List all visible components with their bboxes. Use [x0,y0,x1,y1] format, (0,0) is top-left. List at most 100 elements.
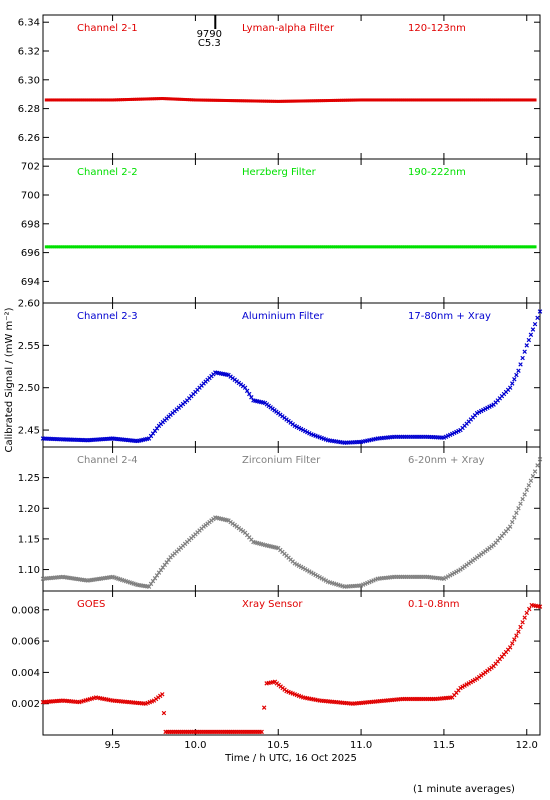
data-point [93,98,97,102]
data-point [329,98,333,102]
data-point [503,245,507,249]
data-point [101,98,105,102]
data-point [369,245,373,249]
series-channel-2-3 [40,309,543,445]
data-point [264,99,268,103]
data-point [402,98,406,102]
data-point [154,97,158,101]
data-point [162,97,166,101]
data-point [113,245,117,249]
data-point [258,99,262,103]
data-point [86,245,90,249]
data-point [160,97,164,101]
data-point [391,98,395,102]
data-point [255,245,259,249]
data-point [440,245,444,249]
panel-channel-2-2: 694 696 698 700 702 Channel 2-2 Herzberg Filte… [21,158,541,304]
data-point [292,245,296,249]
data-point [184,98,188,102]
data-point [296,245,300,249]
data-point [156,97,160,101]
y-tick-label: 2.50 [18,383,40,394]
y-tick-label: 2.55 [18,341,40,352]
y-tick-label: 0.004 [11,668,40,679]
data-point [95,245,99,249]
data-point [512,637,517,642]
data-point [328,99,332,103]
data-point [516,629,521,634]
data-point [52,245,56,249]
data-point [142,245,146,249]
data-point [207,245,211,249]
data-point [314,245,318,249]
data-point [341,245,345,249]
data-point [138,97,142,101]
data-point [132,97,136,101]
data-point [136,245,140,249]
data-point [466,98,470,102]
data-point [373,245,377,249]
data-point [520,620,525,625]
data-point [180,245,184,249]
data-point [62,245,66,249]
data-point [306,99,310,103]
data-point [56,98,60,102]
data-point [261,705,267,710]
data-point [268,99,272,103]
data-point [434,98,438,102]
panel-frame [42,158,541,304]
data-point [66,245,70,249]
data-point [115,98,119,102]
data-point [105,245,109,249]
data-point [522,492,527,497]
data-point [383,245,387,249]
event-marker: 9790 C5.3 [197,15,222,49]
data-point [225,245,229,249]
data-point [233,245,237,249]
data-point [97,98,101,102]
data-point [166,245,170,249]
data-point [355,245,359,249]
data-point [528,478,534,483]
data-point [397,245,401,249]
data-point [505,245,509,249]
data-point [262,99,266,103]
data-point [294,99,298,103]
data-point [258,245,262,249]
data-point [219,245,223,249]
data-point [399,245,403,249]
data-point [44,98,48,102]
data-point [424,98,428,102]
x-tick-label: 9.5 [105,740,121,751]
data-point [312,99,316,103]
data-point [516,368,521,373]
data-point [288,99,292,103]
data-point [331,245,335,249]
data-point [105,98,109,102]
data-point [111,245,115,249]
data-point [526,483,532,488]
y-tick-label: 6.28 [18,104,40,115]
data-point [389,245,393,249]
data-point [316,245,320,249]
data-point [454,245,458,249]
data-point [507,645,513,650]
data-point [90,245,94,249]
data-point [367,98,371,102]
data-point [426,98,430,102]
data-point [428,98,432,102]
data-point [464,245,468,249]
data-point [253,99,257,103]
data-point [255,99,259,103]
data-point [197,98,201,102]
y-tick-label: 696 [21,248,40,259]
data-point [124,98,128,102]
data-point [359,98,363,102]
data-point [335,245,339,249]
data-point [314,99,318,103]
data-point [134,97,138,101]
data-point [452,245,456,249]
y-tick-label: 2.45 [18,426,40,437]
data-point [280,245,284,249]
data-point [404,98,408,102]
